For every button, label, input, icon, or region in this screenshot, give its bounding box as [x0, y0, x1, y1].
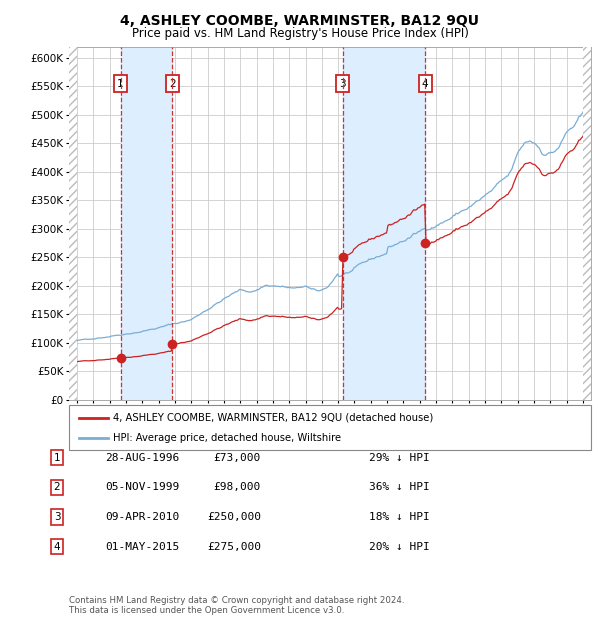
Text: £250,000: £250,000: [207, 512, 261, 522]
FancyBboxPatch shape: [69, 405, 591, 450]
Text: 2: 2: [53, 482, 61, 492]
Text: Contains HM Land Registry data © Crown copyright and database right 2024.
This d: Contains HM Land Registry data © Crown c…: [69, 596, 404, 615]
Bar: [583, 46, 591, 400]
Text: £98,000: £98,000: [214, 482, 261, 492]
Text: 05-NOV-1999: 05-NOV-1999: [105, 482, 179, 492]
Bar: [69, 46, 77, 400]
Text: 18% ↓ HPI: 18% ↓ HPI: [369, 512, 430, 522]
Text: 4: 4: [53, 542, 61, 552]
Text: 3: 3: [339, 79, 346, 89]
Text: £73,000: £73,000: [214, 453, 261, 463]
Text: 4: 4: [422, 79, 428, 89]
Text: 36% ↓ HPI: 36% ↓ HPI: [369, 482, 430, 492]
Text: 29% ↓ HPI: 29% ↓ HPI: [369, 453, 430, 463]
Bar: [343, 46, 425, 400]
Text: 4, ASHLEY COOMBE, WARMINSTER, BA12 9QU (detached house): 4, ASHLEY COOMBE, WARMINSTER, BA12 9QU (…: [113, 412, 434, 423]
Text: 09-APR-2010: 09-APR-2010: [105, 512, 179, 522]
Text: 28-AUG-1996: 28-AUG-1996: [105, 453, 179, 463]
Text: 2: 2: [169, 79, 176, 89]
Text: 1: 1: [53, 453, 61, 463]
Text: HPI: Average price, detached house, Wiltshire: HPI: Average price, detached house, Wilt…: [113, 433, 341, 443]
Text: 4, ASHLEY COOMBE, WARMINSTER, BA12 9QU: 4, ASHLEY COOMBE, WARMINSTER, BA12 9QU: [121, 14, 479, 28]
Text: 01-MAY-2015: 01-MAY-2015: [105, 542, 179, 552]
Text: £275,000: £275,000: [207, 542, 261, 552]
Text: 1: 1: [117, 79, 124, 89]
Text: Price paid vs. HM Land Registry's House Price Index (HPI): Price paid vs. HM Land Registry's House …: [131, 27, 469, 40]
Bar: [121, 46, 172, 400]
Text: 20% ↓ HPI: 20% ↓ HPI: [369, 542, 430, 552]
Text: 3: 3: [53, 512, 61, 522]
